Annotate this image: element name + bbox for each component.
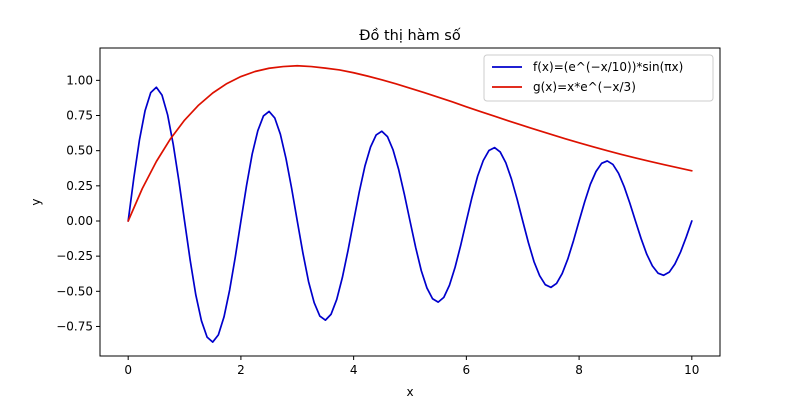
series-group bbox=[127, 64, 693, 343]
x-tick-label: 0 bbox=[124, 363, 132, 377]
legend-items: f(x)=(e^(−x/10))*sin(πx) g(x)=x*e^(−x/3) bbox=[492, 60, 683, 94]
legend-label-2: g(x)=x*e^(−x/3) bbox=[533, 80, 636, 94]
x-tick-label: 8 bbox=[575, 363, 583, 377]
y-axis-label: y bbox=[29, 198, 43, 205]
y-tick-label: −0.75 bbox=[56, 319, 93, 333]
chart-title: Đồ thị hàm số bbox=[359, 27, 461, 44]
plot-frame bbox=[99, 47, 721, 357]
x-tick-label: 2 bbox=[237, 363, 245, 377]
y-axis: −0.75 −0.50 −0.25 0.00 0.25 0.50 0.75 1.00 bbox=[56, 73, 100, 333]
series-line-2 bbox=[127, 64, 693, 222]
y-tick-label: 0.50 bbox=[66, 144, 93, 158]
series-line-1 bbox=[127, 86, 693, 343]
plot-area bbox=[99, 47, 721, 357]
y-tick-label: 0.00 bbox=[66, 214, 93, 228]
y-tick-label: 0.75 bbox=[66, 109, 93, 123]
y-tick-label: 0.25 bbox=[66, 179, 93, 193]
y-tick-label: −0.50 bbox=[56, 284, 93, 298]
legend: f(x)=(e^(−x/10))*sin(πx) g(x)=x*e^(−x/3) bbox=[483, 54, 714, 102]
legend-label-1: f(x)=(e^(−x/10))*sin(πx) bbox=[533, 60, 683, 74]
x-tick-label: 10 bbox=[684, 363, 699, 377]
x-tick-label: 6 bbox=[463, 363, 471, 377]
x-axis-label: x bbox=[406, 385, 413, 399]
y-tick-label: −0.25 bbox=[56, 249, 93, 263]
y-tick-label: 1.00 bbox=[66, 73, 93, 87]
x-tick-label: 4 bbox=[350, 363, 358, 377]
x-axis: 0 2 4 6 8 10 bbox=[124, 356, 699, 377]
legend-box bbox=[483, 54, 714, 102]
